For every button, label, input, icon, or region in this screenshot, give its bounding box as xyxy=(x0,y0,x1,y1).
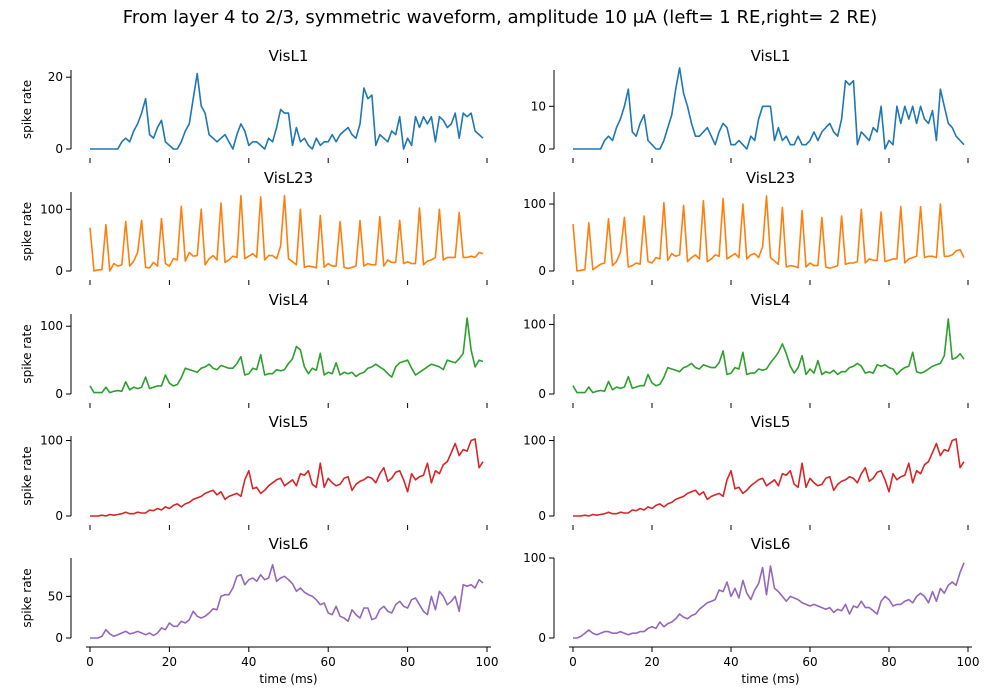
x-tick-label: 0 xyxy=(569,655,577,669)
y-tick-label: 100 xyxy=(523,551,546,565)
panel-title: VisL1 xyxy=(751,47,791,65)
y-axis-label: spike rate xyxy=(20,202,34,261)
x-tick-label: 40 xyxy=(723,655,738,669)
series-line xyxy=(90,72,484,150)
panel-left-visl4: VisL4 spike rate 0 100 xyxy=(20,291,488,408)
x-tick-label: 100 xyxy=(476,655,499,669)
y-tick-label: 50 xyxy=(48,589,63,603)
y-tick-label: 0 xyxy=(55,387,63,401)
y-axis-label: spike rate xyxy=(20,568,34,627)
y-tick-label: 0 xyxy=(538,142,546,156)
series-line xyxy=(89,317,484,394)
series-line xyxy=(89,194,484,272)
x-tick-label: 60 xyxy=(802,655,817,669)
panel-right-visl1: VisL1 0 10 xyxy=(531,47,969,163)
x-tick-label: 0 xyxy=(86,655,94,669)
y-axis-label: spike rate xyxy=(20,446,34,505)
panel-title: VisL4 xyxy=(751,291,791,309)
y-tick-label: 100 xyxy=(523,317,546,331)
series-line xyxy=(572,318,965,394)
y-tick-label: 100 xyxy=(40,434,63,448)
y-tick-label: 0 xyxy=(55,631,63,645)
panel-left-visl23: VisL23 spike rate 0 100 xyxy=(20,169,488,285)
panel-right-visl5: VisL5 0 100 xyxy=(523,413,969,530)
y-axis-label: spike rate xyxy=(20,324,34,383)
panel-right-visl4: VisL4 0 100 xyxy=(523,291,969,408)
x-tick-label: 20 xyxy=(644,655,659,669)
panel-right-visl6: VisL6 0 100 0 20 40 60 80 100 time (ms) xyxy=(523,535,979,686)
x-tick-label: 40 xyxy=(241,655,256,669)
y-tick-label: 10 xyxy=(531,99,546,113)
panel-title: VisL4 xyxy=(269,291,309,309)
series-line xyxy=(572,195,965,272)
x-tick-label: 20 xyxy=(162,655,177,669)
series-line xyxy=(573,562,965,639)
y-tick-label: 0 xyxy=(55,264,63,278)
x-axis-label: time (ms) xyxy=(741,672,799,686)
series-line xyxy=(90,438,484,517)
x-tick-label: 80 xyxy=(881,655,896,669)
y-tick-label: 100 xyxy=(40,202,63,216)
x-tick-label: 80 xyxy=(400,655,415,669)
y-tick-label: 0 xyxy=(538,509,546,523)
y-tick-label: 100 xyxy=(40,319,63,333)
panel-title: VisL23 xyxy=(264,169,313,187)
panel-left-visl5: VisL5 spike rate 0 100 xyxy=(20,413,488,530)
x-tick-label: 60 xyxy=(321,655,336,669)
y-tick-label: 0 xyxy=(538,631,546,645)
panel-left-visl6: VisL6 spike rate 0 50 0 20 40 60 80 100 time (ms) xyxy=(20,535,498,686)
y-tick-label: 100 xyxy=(523,197,546,211)
panel-title: VisL5 xyxy=(269,413,309,431)
y-tick-label: 20 xyxy=(48,70,63,84)
series-line xyxy=(573,67,965,150)
panel-title: VisL23 xyxy=(746,169,795,187)
panel-title: VisL6 xyxy=(269,535,309,553)
panel-title: VisL5 xyxy=(751,413,791,431)
x-tick-label: 100 xyxy=(957,655,980,669)
y-tick-label: 0 xyxy=(55,142,63,156)
panel-title: VisL6 xyxy=(751,535,791,553)
y-tick-label: 0 xyxy=(55,509,63,523)
panel-title: VisL1 xyxy=(269,47,309,65)
series-line xyxy=(90,563,484,639)
y-tick-label: 0 xyxy=(538,387,546,401)
series-line xyxy=(573,438,965,517)
figure-suptitle: From layer 4 to 2/3, symmetric waveform,… xyxy=(123,7,877,28)
y-tick-label: 0 xyxy=(538,264,546,278)
panel-left-visl1: VisL1 spike rate 0 20 xyxy=(20,47,488,163)
y-tick-label: 100 xyxy=(523,434,546,448)
panel-right-visl23: VisL23 0 100 xyxy=(523,169,969,285)
y-axis-label: spike rate xyxy=(20,80,34,139)
x-axis-label: time (ms) xyxy=(259,672,317,686)
panels: VisL1 spike rate 0 20 VisL1 0 10 VisL23 spike ra… xyxy=(20,47,979,686)
